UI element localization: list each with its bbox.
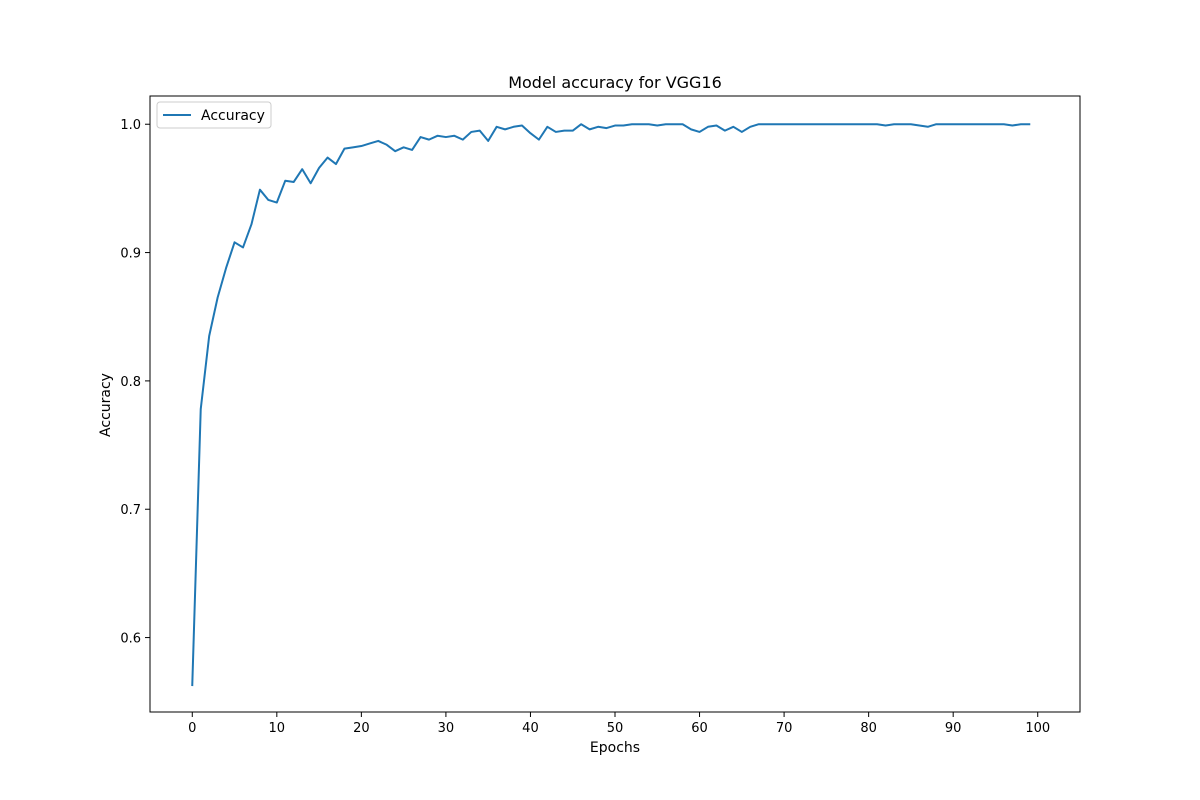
plot-frame [149,95,1081,713]
legend: Accuracy [156,101,272,129]
x-tick-label: 100 [1025,721,1050,736]
x-tick-label: 40 [522,721,539,736]
x-tick-label: 30 [438,721,455,736]
x-tick-label: 20 [353,721,370,736]
y-axis-title: Accuracy [98,373,114,437]
chart-title: Model accuracy for VGG16 [508,73,722,92]
y-tick-label: 0.6 [120,632,141,647]
x-axis-title: Epochs [590,740,640,756]
plot-area: 0 10 20 30 40 50 60 70 80 90 100 0.6 0.7 0.8 0.9 1.0 [120,95,1081,736]
x-tick-label: 70 [776,721,793,736]
y-tick-label: 0.9 [120,247,141,262]
series-line-accuracy [191,123,1031,687]
x-tick-label: 50 [607,721,624,736]
y-tick-label: 0.8 [120,375,141,390]
x-tick-label: 80 [860,721,877,736]
legend-box [156,101,272,129]
legend-entry-accuracy: Accuracy [201,108,265,124]
x-tick-label: 90 [945,721,962,736]
x-tick-label: 10 [269,721,286,736]
x-tick-label: 60 [691,721,708,736]
y-tick-label: 1.0 [120,118,141,133]
y-tick-label: 0.7 [120,503,141,518]
x-tick-label: 0 [188,721,196,736]
